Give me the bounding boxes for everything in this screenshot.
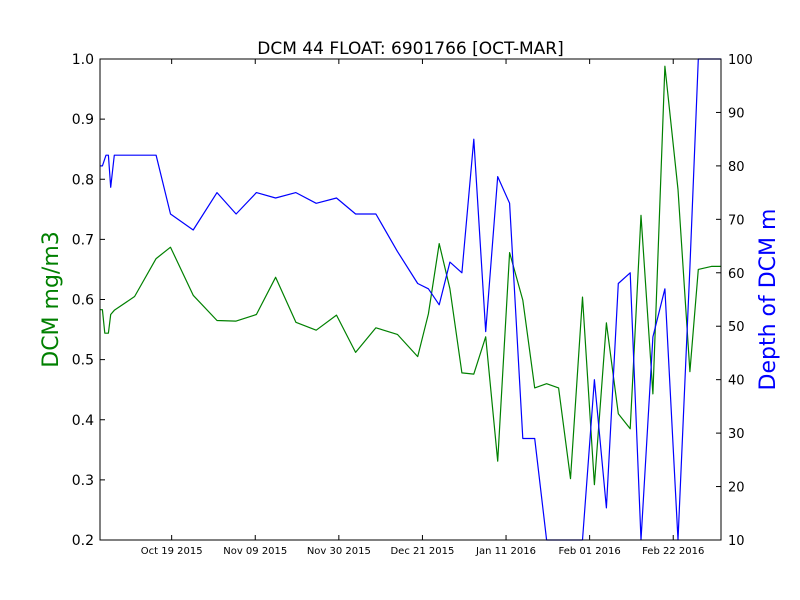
y-right-tick-label: 40 [728, 374, 745, 389]
y-right-tick-label: 100 [728, 53, 753, 68]
x-tick-label: Nov 09 2015 [223, 546, 287, 557]
y-right-tick-label: 90 [728, 106, 745, 121]
y-axis-right: 10 20 30 40 50 60 70 80 90 100 [716, 53, 753, 549]
x-tick-label: Nov 30 2015 [307, 546, 371, 557]
plot-lines [100, 58, 721, 541]
x-tick-label: Jan 11 2016 [475, 546, 536, 557]
y-axis-left: 0.2 0.3 0.4 0.5 0.6 0.7 0.8 0.9 1.0 [72, 52, 105, 549]
y-right-tick-label: 50 [728, 320, 745, 335]
y-left-tick-label: 0.7 [72, 232, 94, 248]
y-axis-left-label: DCM mg/m3 [39, 231, 64, 368]
y-left-tick-label: 0.5 [72, 353, 94, 369]
y-left-tick-label: 0.8 [72, 172, 94, 188]
y-right-tick-label: 10 [728, 534, 745, 549]
y-left-tick-label: 1.0 [72, 52, 94, 68]
series-line-depth [100, 58, 721, 541]
x-axis: Oct 19 2015 Nov 09 2015 Nov 30 2015 Dec 21 … [141, 59, 704, 557]
y-left-tick-label: 0.2 [72, 533, 94, 549]
y-right-tick-label: 80 [728, 160, 745, 175]
y-left-tick-label: 0.4 [72, 413, 94, 429]
y-left-tick-label: 0.9 [72, 112, 94, 128]
y-axis-right-label: Depth of DCM m [756, 209, 781, 391]
y-left-tick-label: 0.6 [72, 293, 94, 309]
x-tick-label: Dec 21 2015 [390, 546, 454, 557]
x-tick-label: Feb 01 2016 [559, 546, 621, 557]
x-tick-label: Oct 19 2015 [141, 546, 203, 557]
y-right-tick-label: 70 [728, 213, 745, 228]
y-right-tick-label: 20 [728, 481, 745, 496]
x-tick-label: Feb 22 2016 [642, 546, 704, 557]
y-left-tick-label: 0.3 [72, 473, 94, 489]
chart-title: DCM 44 FLOAT: 6901766 [OCT-MAR] [257, 39, 563, 59]
y-right-tick-label: 30 [728, 427, 745, 442]
y-right-tick-label: 60 [728, 267, 745, 282]
